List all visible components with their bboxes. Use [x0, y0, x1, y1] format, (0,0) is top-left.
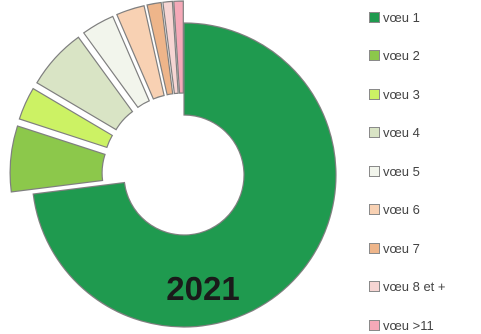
legend: vœu 1 vœu 2 vœu 3 vœu 4 vœu 5 vœu 6 vœu 7 vœu 8…: [369, 8, 479, 333]
donut-slice-9: [173, 0, 184, 94]
legend-label-3: vœu 3: [383, 86, 420, 102]
legend-swatch-7: [369, 242, 380, 254]
legend-label-9: vœu >11: [383, 317, 434, 333]
legend-item-1: vœu 1: [369, 8, 420, 26]
legend-swatch-2: [369, 50, 380, 61]
legend-swatch-9: [369, 319, 380, 331]
chart-title: 2021: [166, 270, 239, 307]
donut-slice-4: [36, 36, 134, 131]
legend-item-3: vœu 3: [369, 85, 420, 103]
donut-slice-1: [32, 22, 337, 328]
legend-item-5: vœu 5: [369, 162, 420, 180]
legend-item-7: vœu 7: [369, 239, 420, 257]
legend-label-7: vœu 7: [383, 240, 420, 256]
legend-swatch-8: [369, 281, 380, 292]
legend-item-8: vœu 8 et +: [369, 278, 446, 296]
legend-label-1: vœu 1: [383, 9, 420, 25]
legend-item-9: vœu >11: [369, 316, 434, 334]
legend-label-2: vœu 2: [383, 48, 420, 63]
legend-swatch-4: [369, 127, 380, 138]
legend-swatch-5: [369, 165, 380, 177]
legend-item-6: vœu 6: [369, 201, 420, 219]
legend-swatch-3: [369, 88, 380, 100]
donut-slice-3: [18, 87, 114, 149]
legend-item-4: vœu 4: [369, 124, 420, 142]
legend-swatch-6: [369, 204, 380, 215]
donut-slice-8: [162, 0, 179, 95]
legend-label-4: vœu 4: [383, 125, 420, 140]
legend-label-6: vœu 6: [383, 202, 420, 217]
legend-label-5: vœu 5: [383, 163, 420, 179]
legend-label-8: vœu 8 et +: [383, 279, 446, 294]
donut-plot: 2021: [9, 0, 337, 328]
donut-slice-6: [116, 5, 165, 100]
donut-slice-7: [146, 1, 174, 96]
donut-slice-2: [9, 125, 106, 193]
donut-slice-5: [82, 15, 151, 109]
legend-item-2: vœu 2: [369, 47, 420, 65]
legend-swatch-1: [369, 11, 380, 23]
